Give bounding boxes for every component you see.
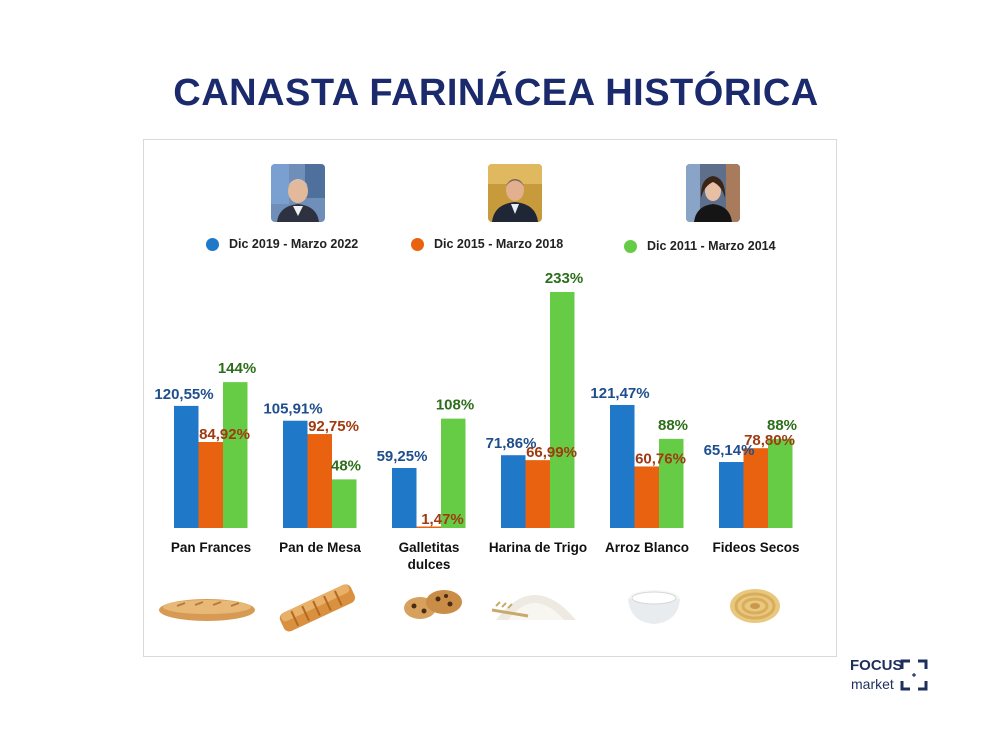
- category-label: dulces: [408, 557, 451, 572]
- category-label: Pan de Mesa: [279, 540, 361, 555]
- legend-swatch: [411, 237, 424, 251]
- category-label: Arroz Blanco: [605, 540, 689, 555]
- cookies-image: [400, 582, 466, 627]
- data-label: 60,76%: [635, 450, 686, 467]
- legend-swatch: [624, 239, 637, 253]
- bar-2: [525, 460, 550, 528]
- data-label: 1,47%: [421, 511, 464, 528]
- category-label: Harina de Trigo: [489, 540, 587, 555]
- data-label: 120,55%: [154, 386, 213, 403]
- bar-3: [332, 479, 357, 528]
- data-label: 92,75%: [308, 418, 359, 435]
- data-label: 78,80%: [744, 432, 795, 449]
- bar-1: [283, 420, 308, 528]
- bar-1: [719, 462, 744, 528]
- bar-3: [768, 438, 793, 528]
- logo-subtext: market: [851, 676, 894, 692]
- pasta-nest-image: [727, 582, 783, 631]
- flour-image: [488, 576, 580, 629]
- data-label: 71,86%: [486, 435, 537, 452]
- page-title: CANASTA FARINÁCEA HISTÓRICA: [173, 72, 819, 114]
- legend-item-series-2: Dic 2015 - Marzo 2018: [411, 237, 563, 251]
- data-label: 105,91%: [263, 401, 322, 418]
- data-label: 121,47%: [590, 385, 649, 402]
- bar-2: [198, 441, 223, 528]
- data-label: 65,14%: [704, 442, 755, 459]
- data-label: 84,92%: [199, 426, 250, 443]
- portrait-avatar: [686, 164, 740, 222]
- data-label: 59,25%: [377, 448, 428, 465]
- data-label: 144%: [218, 360, 256, 377]
- bar-3: [550, 292, 575, 528]
- bread-loaf-image: [274, 580, 360, 639]
- bar-3: [659, 438, 684, 528]
- data-label: 233%: [545, 270, 583, 287]
- rice-bowl-image: [625, 584, 683, 631]
- legend-item-series-3: Dic 2011 - Marzo 2014: [624, 239, 776, 253]
- legend-label: Dic 2011 - Marzo 2014: [647, 239, 776, 253]
- bar-chart: 120,55% 84,92% 144% Pan Frances 105,91%92,75…: [154, 270, 799, 572]
- category-label: Galletitas: [399, 540, 460, 555]
- bar-3: [441, 418, 466, 528]
- portrait-avatar: [271, 164, 325, 222]
- bar-2: [307, 434, 332, 528]
- bar-1: [392, 467, 417, 528]
- portrait-avatar: [488, 164, 542, 222]
- data-label: 88%: [658, 417, 688, 434]
- data-label: 108%: [436, 397, 474, 414]
- bar-2: [743, 448, 768, 528]
- data-label: 66,99%: [526, 444, 577, 461]
- legend-item-series-1: Dic 2019 - Marzo 2022: [206, 237, 358, 251]
- category-label: Fideos Secos: [712, 540, 799, 555]
- bar-2: [416, 526, 441, 528]
- bar-1: [174, 405, 199, 528]
- bar-1: [501, 455, 526, 528]
- data-label: 48%: [331, 457, 361, 474]
- bar-1: [610, 404, 635, 528]
- chart-panel: Dic 2019 - Marzo 2022 Dic 2015 - Marzo 2…: [143, 139, 837, 657]
- logo-text: FOCUS: [850, 657, 903, 674]
- legend-label: Dic 2019 - Marzo 2022: [229, 237, 359, 251]
- baguette-image: [157, 594, 257, 629]
- legend-label: Dic 2015 - Marzo 2018: [434, 237, 564, 251]
- bar-3: [223, 382, 248, 528]
- data-label: 88%: [767, 417, 797, 434]
- bar-2: [634, 466, 659, 528]
- focus-market-logo: FOCUS market: [850, 657, 932, 695]
- category-label: Pan Frances: [171, 540, 251, 555]
- legend-swatch: [206, 237, 219, 251]
- focus-frame-icon: [900, 659, 928, 691]
